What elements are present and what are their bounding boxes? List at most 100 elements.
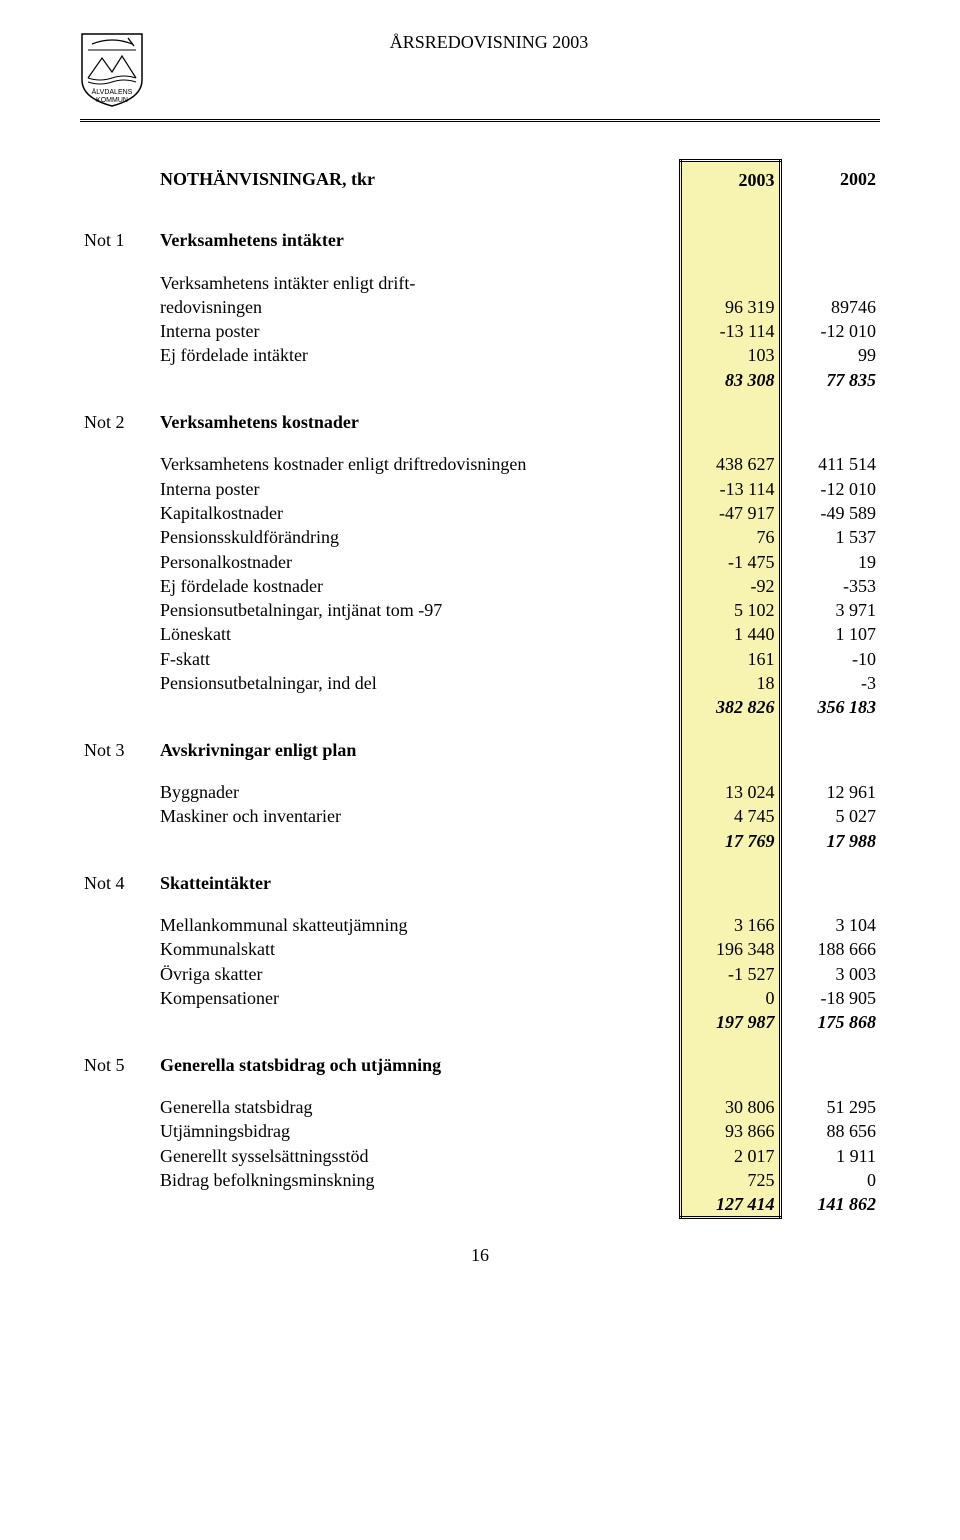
row-value-2003: 438 627	[680, 452, 780, 476]
row-value-2002: 188 666	[780, 937, 880, 961]
row-value-2002: 19	[780, 550, 880, 574]
table-title: NOTHÄNVISNINGAR, tkr	[156, 161, 680, 199]
row-value-2002: 89746	[780, 295, 880, 319]
row-label: Interna poster	[156, 319, 680, 343]
row-value-2003: 18	[680, 671, 780, 695]
row-label: Löneskatt	[156, 622, 680, 646]
row-value-2002: 411 514	[780, 452, 880, 476]
row-value-2003: 161	[680, 647, 780, 671]
row-value-2002: -12 010	[780, 319, 880, 343]
row-value-2003: -13 114	[680, 477, 780, 501]
row-value-2002: -353	[780, 574, 880, 598]
row-value-2003: 76	[680, 525, 780, 549]
row-value-2002	[780, 271, 880, 295]
row-value-2002: 88 656	[780, 1119, 880, 1143]
note-id: Not 3	[80, 738, 156, 762]
note-id: Not 4	[80, 871, 156, 895]
row-value-2002: -49 589	[780, 501, 880, 525]
row-label: F-skatt	[156, 647, 680, 671]
notes-table: NOTHÄNVISNINGAR, tkr20032002Not 1Verksam…	[80, 159, 880, 1219]
row-value-2002: 99	[780, 343, 880, 367]
row-value-2002: 1 107	[780, 622, 880, 646]
municipality-logo: ÄLVDALENS KOMMUN	[80, 32, 144, 113]
row-value-2003: 103	[680, 343, 780, 367]
row-value-2003: -13 114	[680, 319, 780, 343]
row-value-2002: -3	[780, 671, 880, 695]
row-value-2003: 5 102	[680, 598, 780, 622]
row-value-2003: 93 866	[680, 1119, 780, 1143]
row-label: Pensionsutbetalningar, ind del	[156, 671, 680, 695]
row-value-2003: 2 017	[680, 1144, 780, 1168]
note-title: Generella statsbidrag och utjämning	[156, 1053, 680, 1077]
row-label: Byggnader	[156, 780, 680, 804]
row-value-2003: -92	[680, 574, 780, 598]
col-2002-head: 2002	[780, 161, 880, 199]
row-value-2002: 12 961	[780, 780, 880, 804]
row-label: Personalkostnader	[156, 550, 680, 574]
row-value-2003: 30 806	[680, 1095, 780, 1119]
note-id: Not 5	[80, 1053, 156, 1077]
note-id: Not 1	[80, 228, 156, 252]
col-2003-head: 2003	[680, 161, 780, 199]
row-value-2003: -47 917	[680, 501, 780, 525]
row-label: Utjämningsbidrag	[156, 1119, 680, 1143]
note-total-2002: 77 835	[780, 368, 880, 392]
row-label: Pensionsskuldförändring	[156, 525, 680, 549]
row-label: Generella statsbidrag	[156, 1095, 680, 1119]
row-value-2003: 725	[680, 1168, 780, 1192]
header-title: ÅRSREDOVISNING 2003	[162, 30, 816, 53]
row-value-2003: 96 319	[680, 295, 780, 319]
page: ÄLVDALENS KOMMUN ÅRSREDOVISNING 2003 NOT…	[0, 0, 960, 1306]
note-total-2002: 175 868	[780, 1010, 880, 1034]
row-label: Maskiner och inventarier	[156, 804, 680, 828]
note-total-2002: 141 862	[780, 1192, 880, 1218]
row-value-2003: 196 348	[680, 937, 780, 961]
row-value-2002: 1 911	[780, 1144, 880, 1168]
page-number: 16	[80, 1245, 880, 1266]
note-total-2003: 83 308	[680, 368, 780, 392]
row-value-2002: 3 003	[780, 962, 880, 986]
page-header: ÄLVDALENS KOMMUN ÅRSREDOVISNING 2003	[80, 30, 880, 113]
row-value-2003: -1 527	[680, 962, 780, 986]
header-divider	[80, 119, 880, 123]
row-label: Övriga skatter	[156, 962, 680, 986]
row-value-2002: 1 537	[780, 525, 880, 549]
row-value-2002: 5 027	[780, 804, 880, 828]
row-value-2003: 0	[680, 986, 780, 1010]
row-value-2003	[680, 271, 780, 295]
row-value-2002: 3 104	[780, 913, 880, 937]
note-id: Not 2	[80, 410, 156, 434]
row-value-2002: 3 971	[780, 598, 880, 622]
note-title: Skatteintäkter	[156, 871, 680, 895]
row-label: Ej fördelade kostnader	[156, 574, 680, 598]
row-value-2002: 0	[780, 1168, 880, 1192]
row-label: Pensionsutbetalningar, intjänat tom -97	[156, 598, 680, 622]
row-label: Ej fördelade intäkter	[156, 343, 680, 367]
row-value-2002: 51 295	[780, 1095, 880, 1119]
note-total-2003: 17 769	[680, 829, 780, 853]
row-value-2002: -12 010	[780, 477, 880, 501]
row-label: redovisningen	[156, 295, 680, 319]
row-label: Kapitalkostnader	[156, 501, 680, 525]
note-total-2002: 17 988	[780, 829, 880, 853]
row-label: Kommunalskatt	[156, 937, 680, 961]
note-total-2003: 197 987	[680, 1010, 780, 1034]
row-value-2002: -18 905	[780, 986, 880, 1010]
row-label: Interna poster	[156, 477, 680, 501]
row-label: Verksamhetens kostnader enligt driftredo…	[156, 452, 680, 476]
row-value-2003: 3 166	[680, 913, 780, 937]
logo-text-top: ÄLVDALENS	[92, 88, 133, 96]
note-total-2002: 356 183	[780, 695, 880, 719]
row-value-2003: -1 475	[680, 550, 780, 574]
note-title: Avskrivningar enligt plan	[156, 738, 680, 762]
row-value-2003: 1 440	[680, 622, 780, 646]
row-label: Bidrag befolkningsminskning	[156, 1168, 680, 1192]
note-title: Verksamhetens intäkter	[156, 228, 680, 252]
row-label: Mellankommunal skatteutjämning	[156, 913, 680, 937]
note-title: Verksamhetens kostnader	[156, 410, 680, 434]
row-value-2003: 13 024	[680, 780, 780, 804]
row-value-2002: -10	[780, 647, 880, 671]
row-value-2003: 4 745	[680, 804, 780, 828]
row-label: Generellt sysselsättningsstöd	[156, 1144, 680, 1168]
note-total-2003: 127 414	[680, 1192, 780, 1218]
